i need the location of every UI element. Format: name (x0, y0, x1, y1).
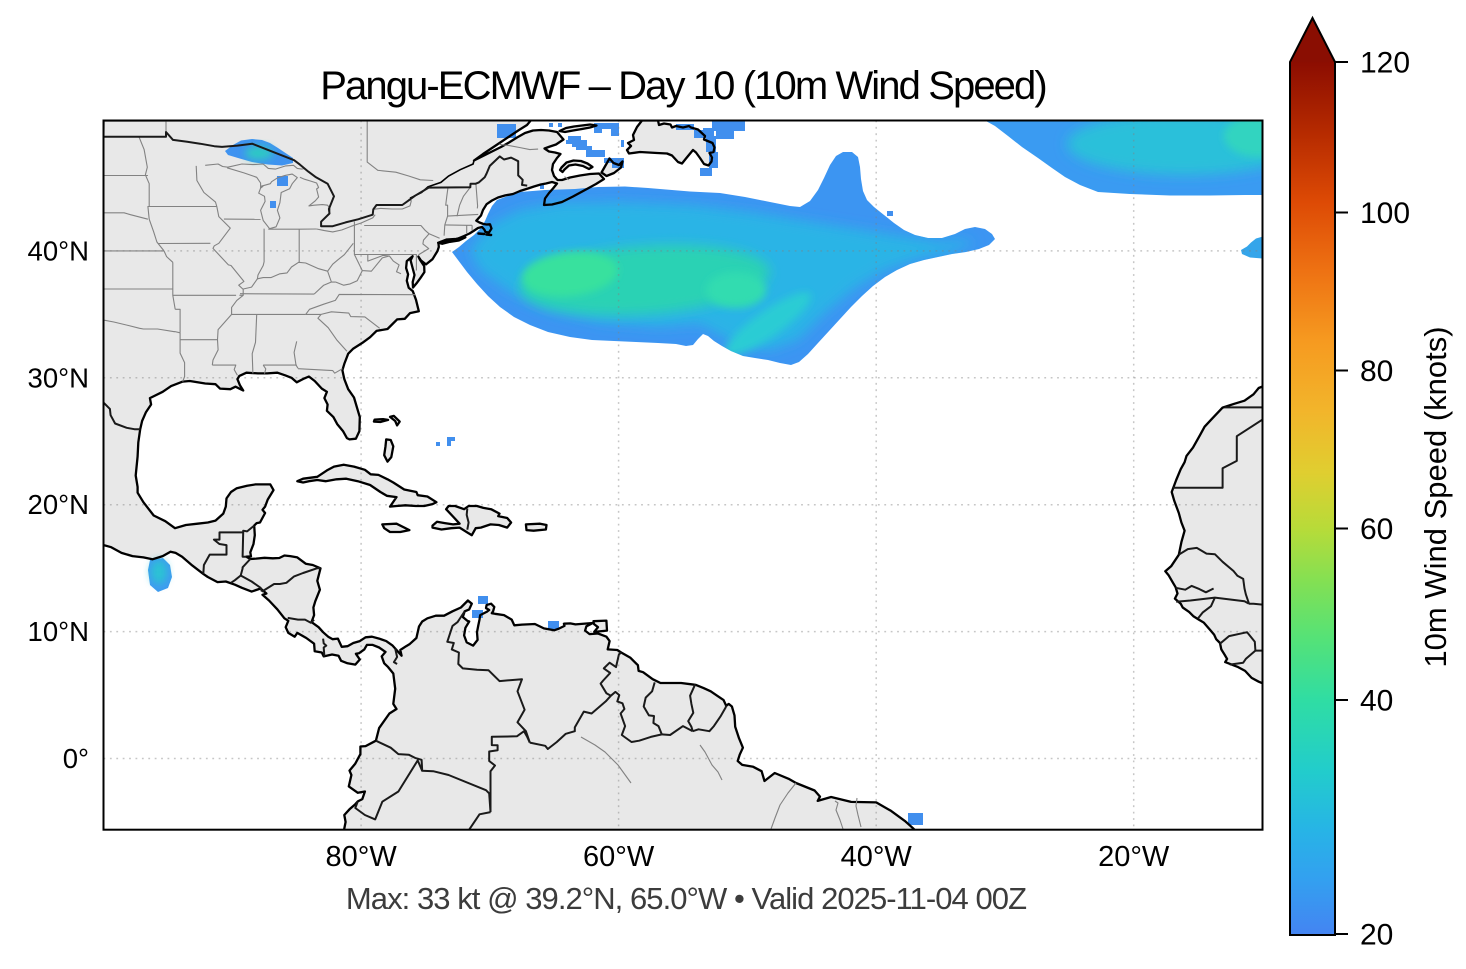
svg-text:120: 120 (1360, 47, 1410, 80)
svg-text:40: 40 (1360, 685, 1393, 718)
svg-text:30°N: 30°N (28, 362, 89, 393)
svg-text:10m Wind Speed (knots): 10m Wind Speed (knots) (1418, 326, 1453, 667)
svg-text:80: 80 (1360, 355, 1393, 388)
svg-text:100: 100 (1360, 197, 1410, 230)
svg-text:20°W: 20°W (1098, 841, 1170, 873)
svg-text:60: 60 (1360, 513, 1393, 546)
svg-text:Pangu-ECMWF – Day 10 (10m Wind: Pangu-ECMWF – Day 10 (10m Wind Speed) (320, 64, 1046, 108)
svg-text:Max: 33 kt @ 39.2°N, 65.0°W •: Max: 33 kt @ 39.2°N, 65.0°W • Valid 2025… (346, 881, 1026, 916)
svg-text:0°: 0° (63, 743, 89, 774)
svg-text:40°N: 40°N (28, 235, 89, 266)
svg-text:80°W: 80°W (325, 841, 397, 873)
svg-text:60°W: 60°W (583, 841, 655, 873)
svg-text:40°W: 40°W (841, 841, 913, 873)
svg-text:20: 20 (1360, 919, 1393, 952)
svg-text:20°N: 20°N (28, 489, 89, 520)
svg-text:10°N: 10°N (28, 616, 89, 647)
